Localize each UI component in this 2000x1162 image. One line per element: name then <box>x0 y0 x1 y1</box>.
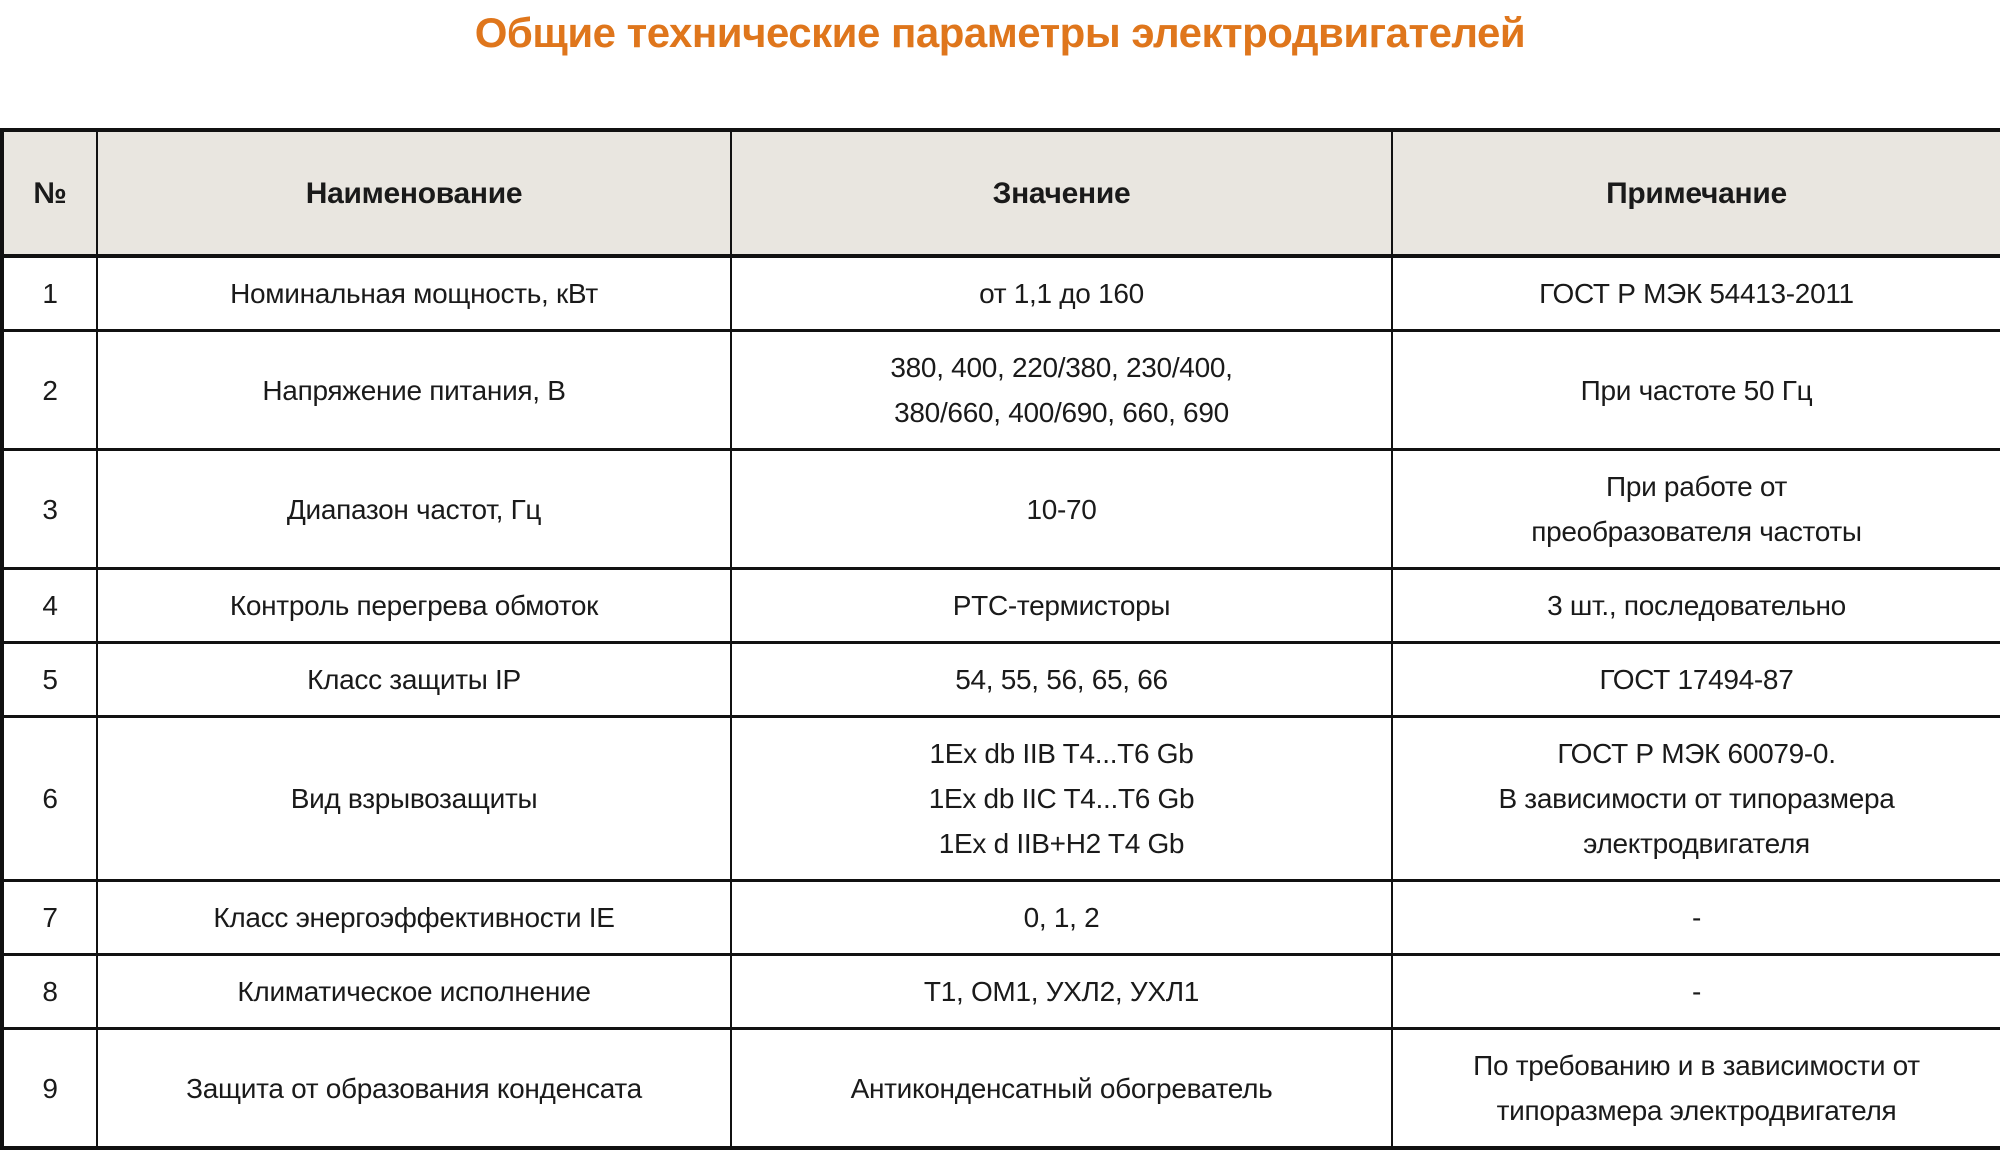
row-value: от 1,1 до 160 <box>730 254 1393 332</box>
row-note: При работе от преобразователя частоты <box>1391 448 2000 570</box>
table-row: 8 Климатическое исполнение Т1, ОМ1, УХЛ2… <box>1 953 2000 1030</box>
row-note: - <box>1391 879 2000 956</box>
row-number: 9 <box>1 1027 98 1150</box>
row-note: По требованию и в зависимости от типораз… <box>1391 1027 2000 1150</box>
table-row: 2 Напряжение питания, В 380, 400, 220/38… <box>1 329 2000 451</box>
row-note: ГОСТ 17494-87 <box>1391 641 2000 718</box>
header-name: Наименование <box>96 128 732 258</box>
row-note: ГОСТ Р МЭК 54413-2011 <box>1391 254 2000 332</box>
header-value: Значение <box>730 128 1393 258</box>
row-name: Климатическое исполнение <box>96 953 732 1030</box>
row-value: 0, 1, 2 <box>730 879 1393 956</box>
row-note: ГОСТ Р МЭК 60079-0. В зависимости от тип… <box>1391 715 2000 882</box>
row-note: При частоте 50 Гц <box>1391 329 2000 451</box>
row-note: 3 шт., последовательно <box>1391 567 2000 644</box>
row-number: 7 <box>1 879 98 956</box>
row-name: Номинальная мощность, кВт <box>96 254 732 332</box>
row-number: 6 <box>1 715 98 882</box>
table-row: 6 Вид взрывозащиты 1Ex db IIB T4...T6 Gb… <box>1 715 2000 882</box>
table-row: 9 Защита от образования конденсата Антик… <box>1 1027 2000 1150</box>
row-number: 1 <box>1 254 98 332</box>
row-name: Класс защиты IP <box>96 641 732 718</box>
row-name: Вид взрывозащиты <box>96 715 732 882</box>
row-note: - <box>1391 953 2000 1030</box>
table-row: 5 Класс защиты IP 54, 55, 56, 65, 66 ГОС… <box>1 641 2000 718</box>
row-number: 2 <box>1 329 98 451</box>
row-name: Защита от образования конденсата <box>96 1027 732 1150</box>
row-number: 5 <box>1 641 98 718</box>
row-value: Т1, ОМ1, УХЛ2, УХЛ1 <box>730 953 1393 1030</box>
row-name: Класс энергоэффективности IE <box>96 879 732 956</box>
header-number: № <box>1 128 98 258</box>
row-name: Диапазон частот, Гц <box>96 448 732 570</box>
row-value: 380, 400, 220/380, 230/400, 380/660, 400… <box>730 329 1393 451</box>
table-row: 1 Номинальная мощность, кВт от 1,1 до 16… <box>1 254 2000 332</box>
row-number: 4 <box>1 567 98 644</box>
row-number: 3 <box>1 448 98 570</box>
row-number: 8 <box>1 953 98 1030</box>
row-value: Антиконденсатный обогреватель <box>730 1027 1393 1150</box>
table-row: 7 Класс энергоэффективности IE 0, 1, 2 - <box>1 879 2000 956</box>
header-note: Примечание <box>1391 128 2000 258</box>
page-title: Общие технические параметры электродвига… <box>474 9 1526 56</box>
row-name: Контроль перегрева обмоток <box>96 567 732 644</box>
table-row: 4 Контроль перегрева обмоток PTC-термист… <box>1 567 2000 644</box>
row-value: 54, 55, 56, 65, 66 <box>730 641 1393 718</box>
row-name: Напряжение питания, В <box>96 329 732 451</box>
row-value: 10-70 <box>730 448 1393 570</box>
spec-table: № Наименование Значение Примечание 1 Ном… <box>0 128 2000 1150</box>
row-value: PTC-термисторы <box>730 567 1393 644</box>
table-header-row: № Наименование Значение Примечание <box>1 128 2000 258</box>
row-value: 1Ex db IIB T4...T6 Gb 1Ex db IIC T4...T6… <box>730 715 1393 882</box>
table-row: 3 Диапазон частот, Гц 10-70 При работе о… <box>1 448 2000 570</box>
